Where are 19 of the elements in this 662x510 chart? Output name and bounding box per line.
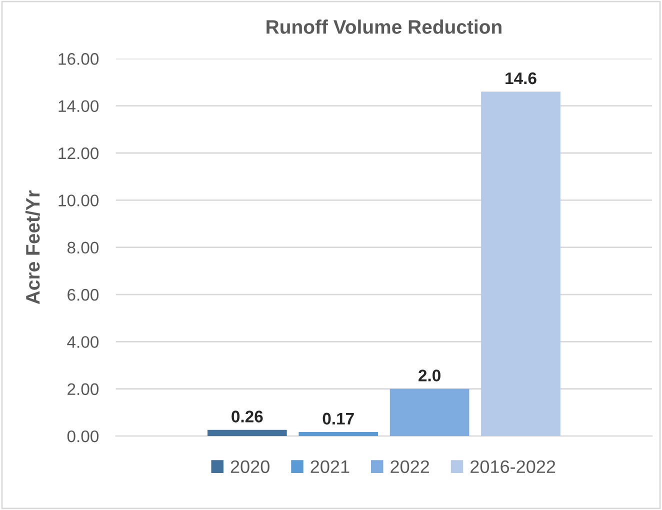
legend-label: 2016-2022 [470, 460, 556, 474]
y-tick-label: 12.00 [58, 147, 99, 160]
legend-label: 2020 [230, 460, 270, 474]
data-label: 2.0 [418, 370, 440, 382]
data-label: 14.6 [506, 72, 536, 84]
data-label: 0.26 [232, 410, 263, 422]
y-tick-label: 8.00 [67, 242, 99, 254]
y-tick-label: 10.00 [58, 194, 99, 206]
chart-title: Runoff Volume Reduction [266, 20, 502, 34]
y-tick-label: 16.00 [58, 53, 99, 65]
y-axis-title: Acre Feet/Yr [25, 190, 40, 304]
legend-label: 2022 [390, 460, 430, 474]
y-tick-label: 0.00 [67, 430, 99, 442]
data-label: 0.17 [322, 412, 354, 425]
y-tick-label: 2.00 [68, 383, 99, 396]
legend-label: 2021 [310, 460, 350, 474]
y-tick-label: 14.00 [58, 100, 99, 112]
y-tick-label: 4.00 [67, 336, 99, 348]
y-tick-label: 6.00 [68, 288, 99, 301]
